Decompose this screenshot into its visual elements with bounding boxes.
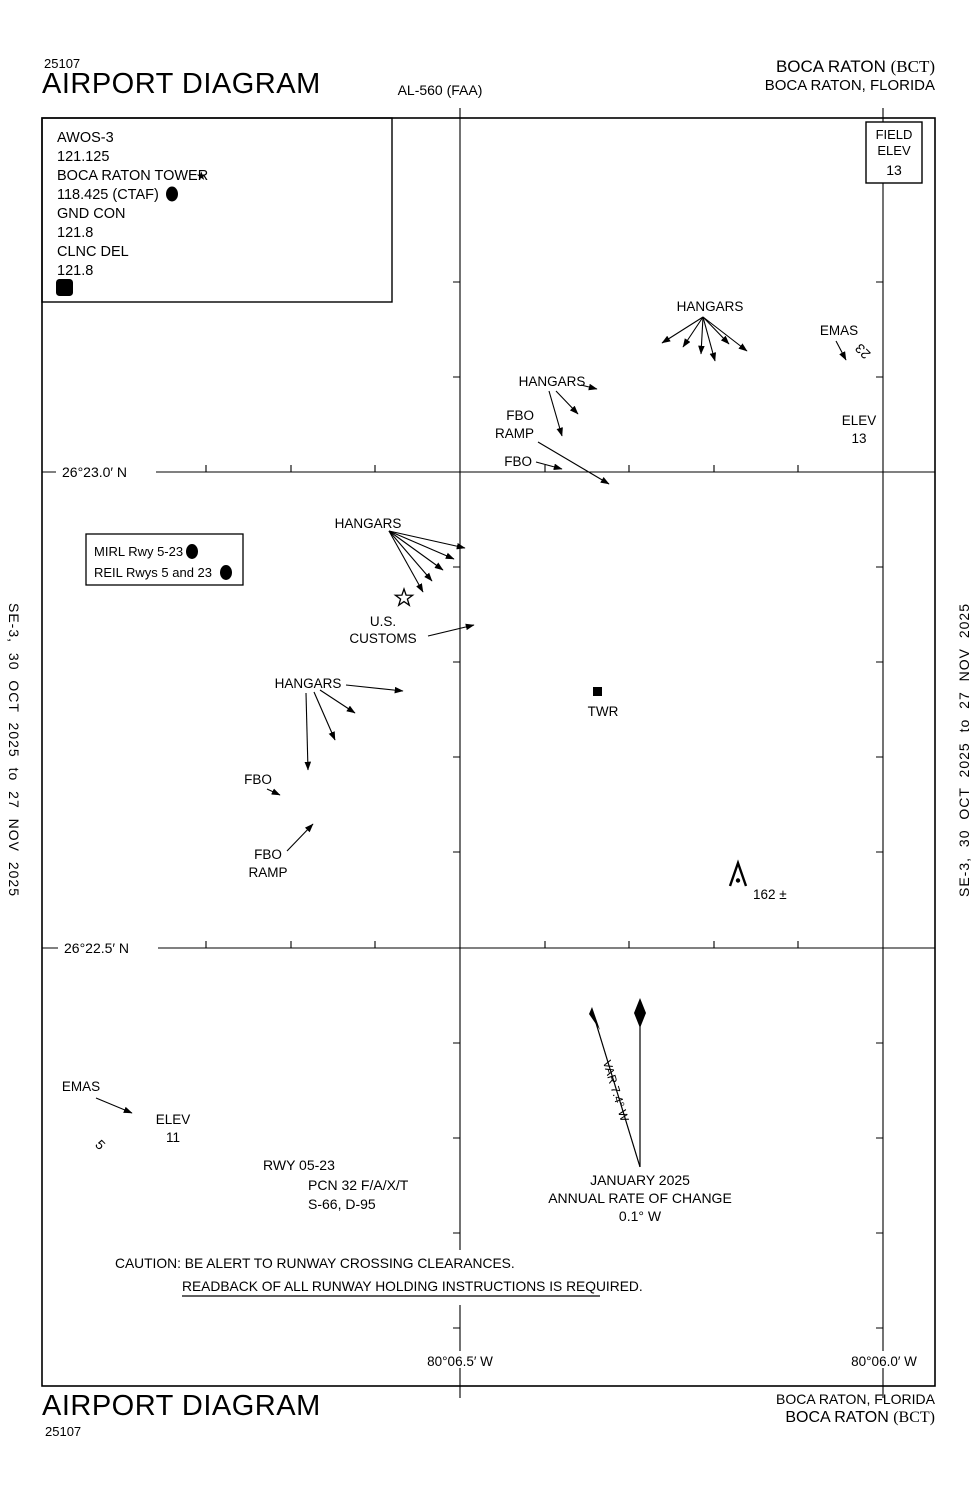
obstacle-icon [728, 859, 748, 887]
datis-icon [56, 279, 73, 296]
variation-rate-label: ANNUAL RATE OF CHANGE [548, 1190, 732, 1206]
obstacle-elevation: 162 ± [753, 887, 787, 902]
true-north-arrow-icon [634, 998, 646, 1028]
field-elev-l1: FIELD [876, 127, 913, 142]
field-elev-text: FIELD ELEV 13 [876, 127, 913, 178]
beacon-icon [393, 587, 415, 607]
comm-box [41, 117, 393, 303]
lat-label-top: 26°23.0′ N [62, 464, 127, 480]
graticule-labels: 26°23.0′ N 26°22.5′ N 80°06.5′ W 80°06.0… [56, 461, 932, 1369]
gnd-freq: 121.8 [57, 225, 93, 241]
clnc-label: CLNC DEL [57, 244, 129, 260]
airport-id-text: (BCT) [890, 57, 935, 76]
fbo-ramp-label: RAMP [495, 426, 534, 441]
lighted-icon-letter: L [169, 189, 176, 201]
lon-label-right: 80°06.0′ W [851, 1354, 917, 1369]
emas-label: EMAS [820, 323, 858, 338]
fbo-ramp-label: FBO [254, 847, 282, 862]
header-city-state: BOCA RATON, FLORIDA [764, 77, 935, 95]
hangars-label: HANGARS [335, 516, 402, 531]
threshold-elev-ne-value: 13 [851, 431, 866, 446]
field-elev-value: 13 [886, 162, 902, 178]
obstacle-icon-dot [735, 878, 741, 883]
awos-label: AWOS-3 [57, 130, 114, 146]
fbo-ramp-label: FBO [506, 408, 534, 423]
variation-rate-value: 0.1° W [619, 1208, 662, 1224]
fbo-label: FBO [504, 454, 532, 469]
hangars-label: HANGARS [275, 676, 342, 691]
tower-symbol [593, 687, 602, 696]
airport-name-text: BOCA RATON [775, 57, 886, 76]
datis-icon-letter: D [60, 282, 69, 296]
fbo-label: FBO [244, 772, 272, 787]
airport-name-text: BOCA RATON [785, 1409, 889, 1427]
chart-number-bottom: 25107 [45, 1424, 82, 1439]
info-boxes [41, 117, 936, 1387]
lon-label-left: 80°06.5′ W [427, 1354, 493, 1369]
chart-border [41, 117, 936, 1387]
us-customs-label: U.S. [370, 614, 396, 629]
footer-city-state: BOCA RATON, FLORIDA [776, 1391, 935, 1407]
footer-airport-block: BOCA RATON, FLORIDA BOCA RATON (BCT) [776, 1390, 935, 1429]
runway-data-id: RWY 05-23 [263, 1157, 335, 1173]
runway-number-23: 23 [852, 341, 873, 362]
star-icon: ★ [196, 169, 207, 183]
caution-note: CAUTION: BE ALERT TO RUNWAY CROSSING CLE… [115, 1256, 515, 1271]
field-elev-box [865, 121, 923, 184]
lat-ticks [205, 465, 799, 948]
chart-number-top: 25107 [44, 56, 81, 71]
header-airport-block: BOCA RATON (BCT) BOCA RATON, FLORIDA [765, 56, 935, 96]
hangars-label: HANGARS [677, 299, 744, 314]
runway-data-block: RWY 05-23 PCN 32 F/A/X/T S-66, D-95 [263, 1157, 409, 1212]
reil-note: REIL Rwys 5 and 23 [94, 565, 212, 580]
runway-buildings-layer [0, 0, 12, 506]
readback-note: READBACK OF ALL RUNWAY HOLDING INSTRUCTI… [182, 1279, 643, 1294]
edge-date-left: SE-3, 30 OCT 2025 to 27 NOV 2025 [6, 603, 22, 897]
page-title: AIRPORT DIAGRAM [42, 68, 321, 100]
runway-data-pcn: PCN 32 F/A/X/T [308, 1177, 409, 1193]
tower-label: BOCA RATON TOWER [57, 168, 208, 184]
lighted-icon [220, 565, 232, 580]
magnetic-north-line [591, 1009, 641, 1168]
graticule [42, 108, 935, 1398]
us-customs-label: CUSTOMS [349, 631, 416, 646]
variation-date: JANUARY 2025 [590, 1172, 690, 1188]
airport-id-text: (BCT) [893, 1409, 935, 1427]
lighted-icon-letter: L [189, 547, 196, 559]
annotations: HANGARS HANGARS HANGARS HANGARS FBO RAMP… [62, 299, 876, 1145]
awos-freq: 121.125 [57, 149, 109, 165]
page-title-bottom: AIRPORT DIAGRAM [42, 1390, 321, 1422]
lighting-box-text: MIRL Rwy 5-23 L REIL Rwys 5 and 23 L [94, 544, 232, 580]
lon-ticks [453, 281, 883, 1329]
threshold-elev-sw: ELEV [156, 1112, 191, 1127]
lighted-icon [166, 186, 178, 202]
lat-label-bottom: 26°22.5′ N [64, 940, 129, 956]
magnetic-north-arrow-icon [589, 1007, 600, 1030]
threshold-elev-sw-value: 11 [166, 1130, 180, 1145]
fbo-ramp-label: RAMP [248, 865, 287, 880]
gnd-label: GND CON [57, 206, 125, 222]
caution-block: CAUTION: BE ALERT TO RUNWAY CROSSING CLE… [115, 1256, 643, 1297]
magnetic-variation: VAR 7.4° W [600, 1059, 632, 1124]
comm-box-text: AWOS-3 121.125 BOCA RATON TOWER ★ 118.42… [56, 130, 208, 296]
twr-label: TWR [588, 704, 619, 719]
compass-rose: VAR 7.4° W JANUARY 2025 ANNUAL RATE OF C… [548, 998, 732, 1224]
footer-airport-name: BOCA RATON (BCT) [776, 1408, 935, 1429]
clnc-freq: 121.8 [57, 263, 93, 279]
hangars-label: HANGARS [519, 374, 586, 389]
lighting-box [85, 533, 244, 586]
mirl-note: MIRL Rwy 5-23 [94, 544, 183, 559]
al-number: AL-560 (FAA) [397, 82, 483, 98]
threshold-elev-ne: ELEV [842, 413, 877, 428]
runway-number-5: 5 [92, 1137, 108, 1153]
emas-label: EMAS [62, 1079, 100, 1094]
annotation-arrows [95, 316, 847, 1114]
tower-freq: 118.425 (CTAF) [57, 187, 159, 203]
runway-data-strength: S-66, D-95 [308, 1196, 376, 1212]
lighted-icon-letter: L [223, 568, 230, 580]
lighted-icon [186, 544, 198, 559]
header-airport-name: BOCA RATON (BCT) [765, 56, 935, 77]
field-elev-l2: ELEV [877, 143, 911, 158]
